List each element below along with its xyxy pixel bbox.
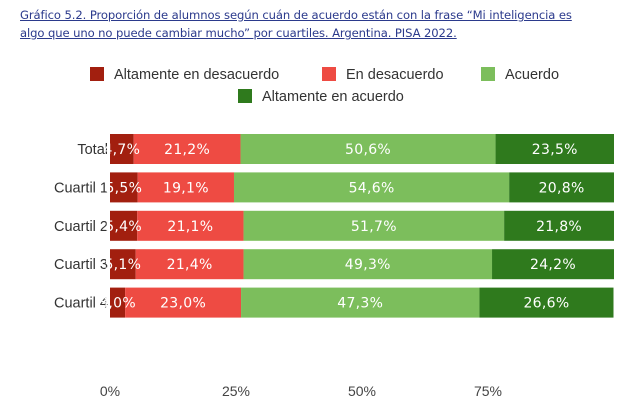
bar-total-acuerdo: [240, 134, 496, 164]
data-label-total-acuerdo: 50,6%: [345, 142, 391, 158]
x-axis-tick-labels: 0% 25% 50% 75%: [100, 383, 502, 399]
x-tick-50pct: 50%: [348, 383, 376, 399]
data-label-cuartil-2-en-desacuerdo: 21,1%: [167, 219, 213, 235]
bar-cuartil-2-en-desacuerdo: [137, 210, 244, 241]
bar-total-altamente-en-acuerdo: [495, 134, 614, 164]
x-tick-0pct: 0%: [100, 383, 120, 399]
data-label-cuartil-3-en-desacuerdo: 21,4%: [167, 257, 213, 273]
bar-cuartil-1-acuerdo: [233, 172, 510, 203]
legend-swatch-altamente-en-acuerdo: [238, 89, 252, 103]
chart-bars: [110, 134, 614, 318]
data-labels: 4,7% 21,2% 50,6% 23,5% 5,5% 19,1% 54,6% 20,8% 5,…: [99, 142, 584, 312]
bar-cuartil-2-altamente-en-desacuerdo: [110, 210, 138, 241]
category-label-cuartil-4: Cuartil 4: [54, 296, 108, 312]
legend-label-acuerdo: Acuerdo: [505, 67, 559, 83]
data-label-cuartil-1-en-desacuerdo: 19,1%: [163, 180, 209, 196]
data-label-cuartil-2-altamente-en-desacuerdo: 5,4%: [105, 219, 142, 235]
bar-cuartil-3-altamente-en-acuerdo: [492, 249, 614, 280]
legend-label-altamente-en-acuerdo: Altamente en acuerdo: [262, 89, 404, 105]
data-label-cuartil-2-acuerdo: 51,7%: [351, 219, 397, 235]
category-label-cuartil-3: Cuartil 3: [54, 257, 108, 273]
bar-cuartil-1-en-desacuerdo: [137, 172, 234, 203]
data-label-cuartil-2-altamente-en-acuerdo: 21,8%: [536, 219, 582, 235]
data-label-cuartil-4-en-desacuerdo: 23,0%: [160, 296, 206, 312]
category-label-cuartil-1: Cuartil 1: [54, 180, 108, 196]
caption-line-2: algo que uno no puede cambiar mucho” por…: [20, 26, 457, 40]
data-label-cuartil-1-altamente-en-desacuerdo: 5,5%: [105, 180, 142, 196]
data-label-total-altamente-en-acuerdo: 23,5%: [532, 142, 578, 158]
x-tick-25pct: 25%: [222, 383, 250, 399]
legend-swatch-altamente-en-desacuerdo: [90, 67, 104, 81]
legend-swatch-acuerdo: [481, 67, 495, 81]
chart-legend: Altamente en desacuerdo En desacuerdo Acue…: [90, 67, 559, 105]
bar-cuartil-3-acuerdo: [243, 249, 493, 280]
bar-cuartil-4-altamente-en-desacuerdo: [110, 287, 126, 318]
bar-cuartil-1-altamente-en-desacuerdo: [110, 172, 138, 203]
data-label-total-en-desacuerdo: 21,2%: [164, 142, 210, 158]
bar-cuartil-4-acuerdo: [241, 287, 480, 318]
data-label-total-altamente-en-desacuerdo: 4,7%: [103, 142, 140, 158]
bar-cuartil-3-altamente-en-desacuerdo: [110, 249, 136, 280]
data-label-cuartil-4-altamente-en-desacuerdo: 3,0%: [99, 296, 136, 312]
bar-cuartil-2-altamente-en-acuerdo: [504, 210, 614, 241]
caption-line-1: Gráfico 5.2. Proporción de alumnos según…: [20, 8, 572, 22]
category-label-total: Total: [77, 142, 108, 158]
bar-cuartil-4-en-desacuerdo: [125, 287, 242, 318]
bar-cuartil-1-altamente-en-acuerdo: [509, 172, 614, 203]
legend-label-en-desacuerdo: En desacuerdo: [346, 67, 444, 83]
data-label-cuartil-3-acuerdo: 49,3%: [345, 257, 391, 273]
data-label-cuartil-1-altamente-en-acuerdo: 20,8%: [539, 180, 585, 196]
data-label-cuartil-4-acuerdo: 47,3%: [337, 296, 383, 312]
data-label-cuartil-3-altamente-en-desacuerdo: 5,1%: [104, 257, 141, 273]
data-label-cuartil-4-altamente-en-acuerdo: 26,6%: [523, 296, 569, 312]
bar-cuartil-4-altamente-en-acuerdo: [479, 287, 614, 318]
legend-swatch-en-desacuerdo: [322, 67, 336, 81]
bar-total-altamente-en-desacuerdo: [110, 134, 134, 164]
figure-caption: Gráfico 5.2. Proporción de alumnos según…: [20, 6, 632, 42]
category-axis-labels: Total Cuartil 1 Cuartil 2 Cuartil 3 Cuartil …: [54, 142, 108, 312]
bar-cuartil-3-en-desacuerdo: [135, 249, 244, 280]
legend-label-altamente-en-desacuerdo: Altamente en desacuerdo: [114, 67, 279, 83]
bar-total-en-desacuerdo: [133, 134, 241, 164]
data-label-cuartil-3-altamente-en-acuerdo: 24,2%: [530, 257, 576, 273]
category-label-cuartil-2: Cuartil 2: [54, 219, 108, 235]
x-tick-75pct: 75%: [474, 383, 502, 399]
data-label-cuartil-1-acuerdo: 54,6%: [349, 180, 395, 196]
bar-cuartil-2-acuerdo: [243, 210, 505, 241]
